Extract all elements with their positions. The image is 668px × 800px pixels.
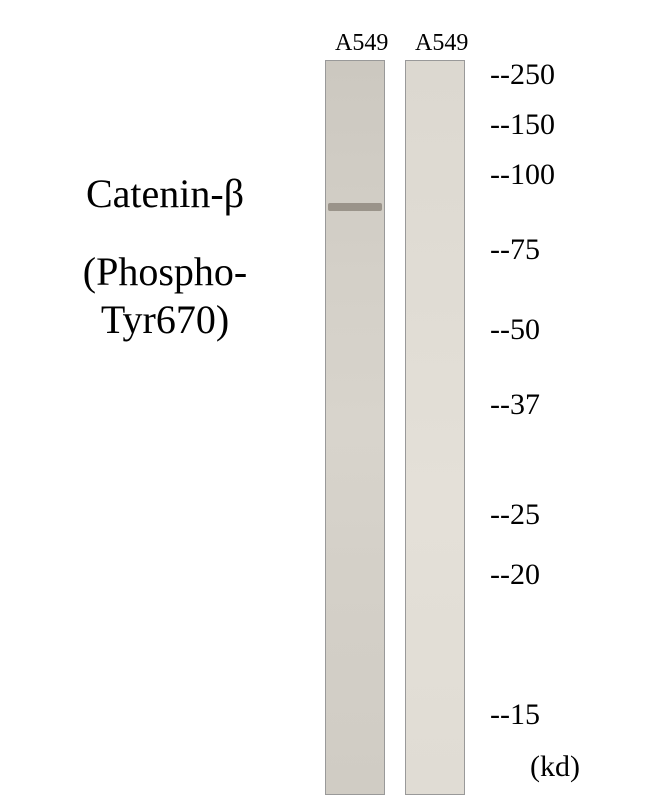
marker-75: --75 <box>490 233 540 267</box>
marker-250: --250 <box>490 58 555 92</box>
marker-unit: (kd) <box>530 750 580 784</box>
marker-20: --20 <box>490 558 540 592</box>
antibody-label: Catenin-β (Phospho-Tyr670) <box>20 170 310 344</box>
marker-37: --37 <box>490 388 540 422</box>
lane-2 <box>405 60 465 795</box>
blot-figure: Catenin-β (Phospho-Tyr670) A549 A549 --2… <box>0 0 668 800</box>
marker-15: --15 <box>490 698 540 732</box>
protein-band <box>328 203 382 211</box>
antibody-phospho-site: (Phospho-Tyr670) <box>20 248 310 344</box>
marker-150: --150 <box>490 108 555 142</box>
marker-100: --100 <box>490 158 555 192</box>
antibody-name: Catenin-β <box>20 170 310 218</box>
lane-header-1: A549 <box>335 30 388 57</box>
marker-50: --50 <box>490 313 540 347</box>
marker-25: --25 <box>490 498 540 532</box>
lane-1 <box>325 60 385 795</box>
lane-header-2: A549 <box>415 30 468 57</box>
